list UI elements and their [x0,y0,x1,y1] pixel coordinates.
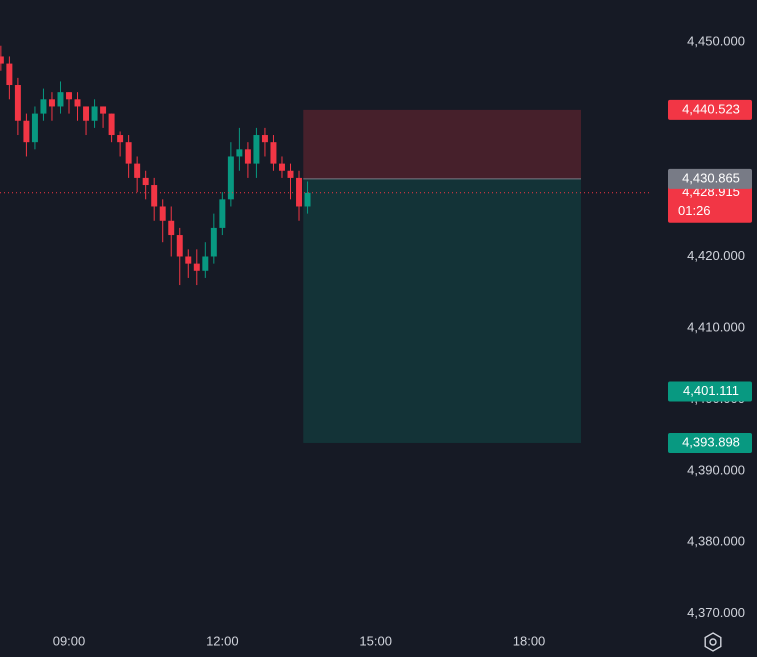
price-tag [668,99,752,120]
y-tick-label: 4,380.000 [687,534,745,549]
price-tag-label: 4,393.898 [682,434,740,449]
candle-body [117,135,124,143]
candle-body [287,170,294,178]
x-tick-label: 18:00 [513,633,546,648]
candle-body [66,92,72,100]
candle-body [176,235,183,257]
y-tick-label: 4,390.000 [687,462,745,477]
candle-body [219,199,226,228]
candle-body [151,185,158,207]
candle-body [125,142,132,164]
price-tag-label: 4,430.865 [682,170,740,185]
candle-body [253,135,260,164]
candle-body [202,256,209,271]
candle-body [14,85,21,121]
target-zone [303,178,581,443]
candle-body [244,149,251,164]
y-tick-label: 4,410.000 [687,319,745,334]
candle-body [91,106,98,121]
candle-body [210,227,217,257]
candle-body [31,113,38,143]
candle-body [304,192,311,207]
candle-body [193,263,200,271]
candle-body [48,99,55,107]
price-tag-label: 4,401.111 [683,383,739,398]
candle-body [168,220,175,236]
candle-body [108,113,115,136]
candle-body [83,106,90,121]
candle-body [142,177,149,186]
x-tick-label: 09:00 [53,633,86,648]
price-tag [668,432,752,453]
settings-icon [704,632,722,652]
countdown: 01:26 [678,203,711,218]
candle-body [100,106,107,114]
candle-body [236,149,243,157]
candle-body [278,163,285,171]
candle-body [0,56,4,64]
x-tick-label: 15:00 [359,633,392,648]
candle-body [134,163,141,178]
candle-body [74,99,81,107]
candle-body [57,92,64,107]
price-tag [668,381,752,402]
y-tick-label: 4,420.000 [687,248,745,263]
price-tag [668,182,752,223]
candle-body [185,256,192,264]
price-tag-label: 4,440.523 [682,101,740,116]
y-tick-label: 4,450.000 [687,34,745,49]
stop-zone [303,109,581,179]
x-tick-label: 12:00 [206,633,239,648]
candle-body [261,135,268,143]
candle-body [270,142,277,164]
settings-button[interactable] [704,632,722,652]
settings-icon-center [709,638,717,646]
price-tag [668,168,752,189]
candle-body [159,206,166,221]
candle-body [227,156,234,200]
candle-body [296,177,302,207]
y-tick-label: 4,370.000 [687,605,745,620]
candle-body [6,63,13,86]
candle-body [40,99,47,114]
candle-body [23,120,30,143]
